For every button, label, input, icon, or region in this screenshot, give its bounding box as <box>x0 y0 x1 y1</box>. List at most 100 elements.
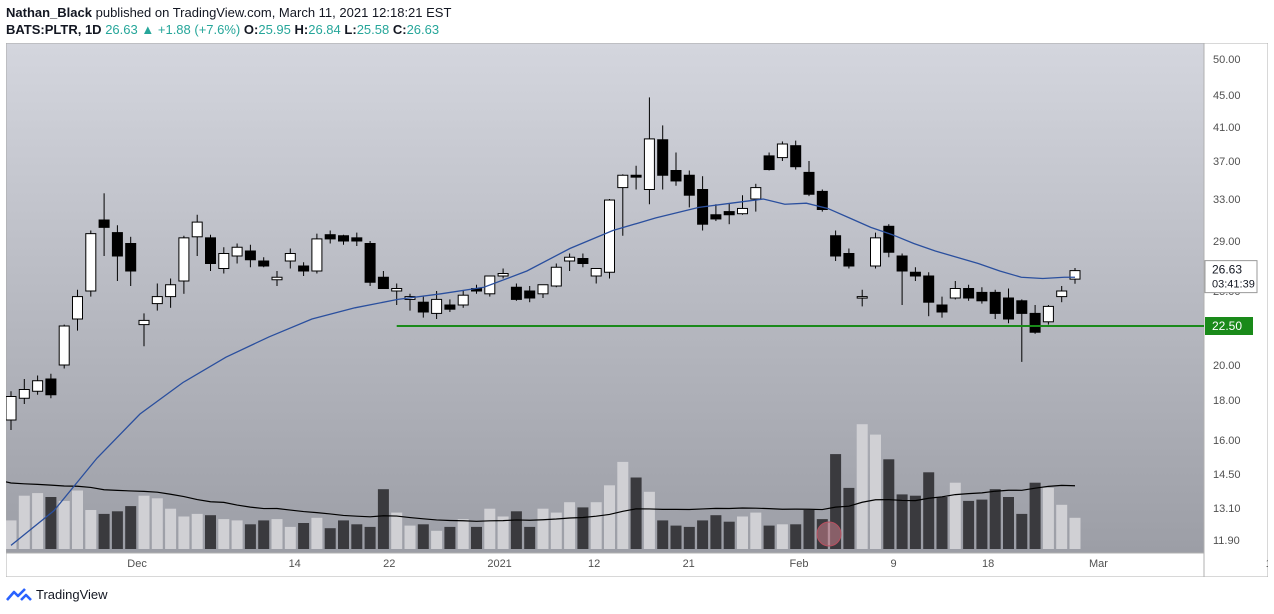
volume-bar <box>338 520 349 549</box>
y-tick-label: 50.00 <box>1213 54 1241 66</box>
volume-bar <box>111 511 123 549</box>
tradingview-footer[interactable]: TradingView <box>6 587 108 602</box>
event-marker-icon[interactable] <box>816 521 842 547</box>
y-tick-label: 18.00 <box>1213 395 1241 407</box>
volume-bar <box>843 487 855 549</box>
candle-body <box>457 294 469 306</box>
volume-bar <box>883 459 895 549</box>
candle-body <box>989 291 1001 314</box>
moving-average-line <box>10 198 1075 546</box>
candle-body <box>550 266 562 287</box>
candle-body <box>98 219 110 228</box>
y-tick-label: 16.00 <box>1213 435 1241 447</box>
candle-body <box>1029 312 1041 333</box>
symbol-legend: BATS:PLTR, 1D 26.63 ▲ +1.88 (+7.6%) O:25… <box>6 22 439 37</box>
candle-body <box>364 243 376 283</box>
volume-bar <box>298 523 310 549</box>
candle-body <box>776 143 788 159</box>
y-tick-label: 14.50 <box>1213 469 1241 481</box>
high-value: 26.84 <box>308 22 341 37</box>
candle-body <box>191 221 203 238</box>
x-tick-label: 2021 <box>487 558 511 570</box>
y-tick-label: 11.90 <box>1213 535 1240 547</box>
volume-bar <box>697 520 709 549</box>
volume-bar <box>790 524 802 549</box>
volume-bar <box>151 498 163 549</box>
candle-body <box>377 276 389 289</box>
volume-bar <box>1056 504 1068 549</box>
volume-bar <box>550 512 562 549</box>
volume-bar <box>125 506 137 549</box>
close-value: 26.63 <box>406 22 440 37</box>
volume-bar <box>351 524 363 549</box>
volume-bar <box>989 489 1001 549</box>
volume-bar <box>710 515 722 549</box>
volume-bar <box>683 526 695 549</box>
candle-body <box>963 288 975 299</box>
volume-bar <box>830 454 842 549</box>
price-chart[interactable]: 11.9013.1014.5016.0018.0020.0022.5025.00… <box>6 43 1268 577</box>
volume-bar <box>510 511 522 549</box>
candle-body <box>125 243 137 272</box>
candle-body <box>790 145 802 168</box>
volume-bar <box>284 526 296 549</box>
x-tick-label: 15 <box>1266 558 1268 570</box>
time-axis[interactable] <box>6 552 1205 577</box>
candle-body <box>431 298 443 314</box>
candle-body <box>111 232 123 257</box>
volume-bar <box>72 490 83 549</box>
last-price: 26.63 <box>105 22 138 37</box>
low-value: 25.58 <box>356 22 390 37</box>
candle-body <box>205 237 216 265</box>
volume-bar <box>231 520 243 549</box>
candle-body <box>151 296 163 305</box>
candle-body <box>923 275 935 303</box>
volume-bar <box>537 508 549 549</box>
volume-bar <box>1029 482 1041 549</box>
volume-bar <box>750 512 762 549</box>
volume-bar <box>670 525 682 549</box>
candle-body <box>231 246 243 257</box>
candle-body <box>577 258 589 264</box>
candle-body <box>763 155 775 171</box>
candle-body <box>803 171 815 195</box>
last-price-tag-value: 26.63 <box>1212 263 1242 277</box>
volume-bar <box>98 513 110 549</box>
candle-body <box>417 301 429 313</box>
volume-bar <box>590 502 602 549</box>
candle-body <box>244 250 256 261</box>
volume-bar <box>6 520 17 549</box>
symbol-label[interactable]: BATS:PLTR, 1D <box>6 22 102 37</box>
volume-bar <box>258 520 270 549</box>
candle-body <box>1069 270 1081 280</box>
close-label: C: <box>392 22 407 37</box>
volume-bar <box>737 516 748 549</box>
candle-body <box>883 225 895 253</box>
support-price-tag <box>1205 317 1253 335</box>
plot-area[interactable] <box>6 43 1205 554</box>
volume-bar <box>18 495 30 549</box>
author-name[interactable]: Nathan_Black <box>6 5 92 20</box>
volume-bar <box>138 495 150 549</box>
high-label: H: <box>294 22 309 37</box>
candle-body <box>643 138 655 190</box>
volume-bar <box>1042 487 1054 549</box>
volume-bar <box>1069 517 1081 549</box>
candle-body <box>604 199 615 273</box>
candle-body <box>617 174 629 189</box>
volume-bar <box>604 485 615 549</box>
x-tick-label: 9 <box>891 558 897 570</box>
candle-body <box>670 170 682 182</box>
low-label: L: <box>344 22 357 37</box>
candle-body <box>909 271 921 277</box>
volume-bar <box>218 519 230 549</box>
publish-info: Nathan_Black published on TradingView.co… <box>6 5 451 20</box>
price-axis[interactable] <box>1203 43 1268 577</box>
candle-body <box>298 265 310 272</box>
candle-body <box>178 237 190 282</box>
volume-bar <box>364 526 376 549</box>
candle-body <box>630 174 642 178</box>
volume-bar <box>271 519 283 549</box>
volume-bar <box>377 489 389 549</box>
candle-body <box>1016 300 1028 314</box>
